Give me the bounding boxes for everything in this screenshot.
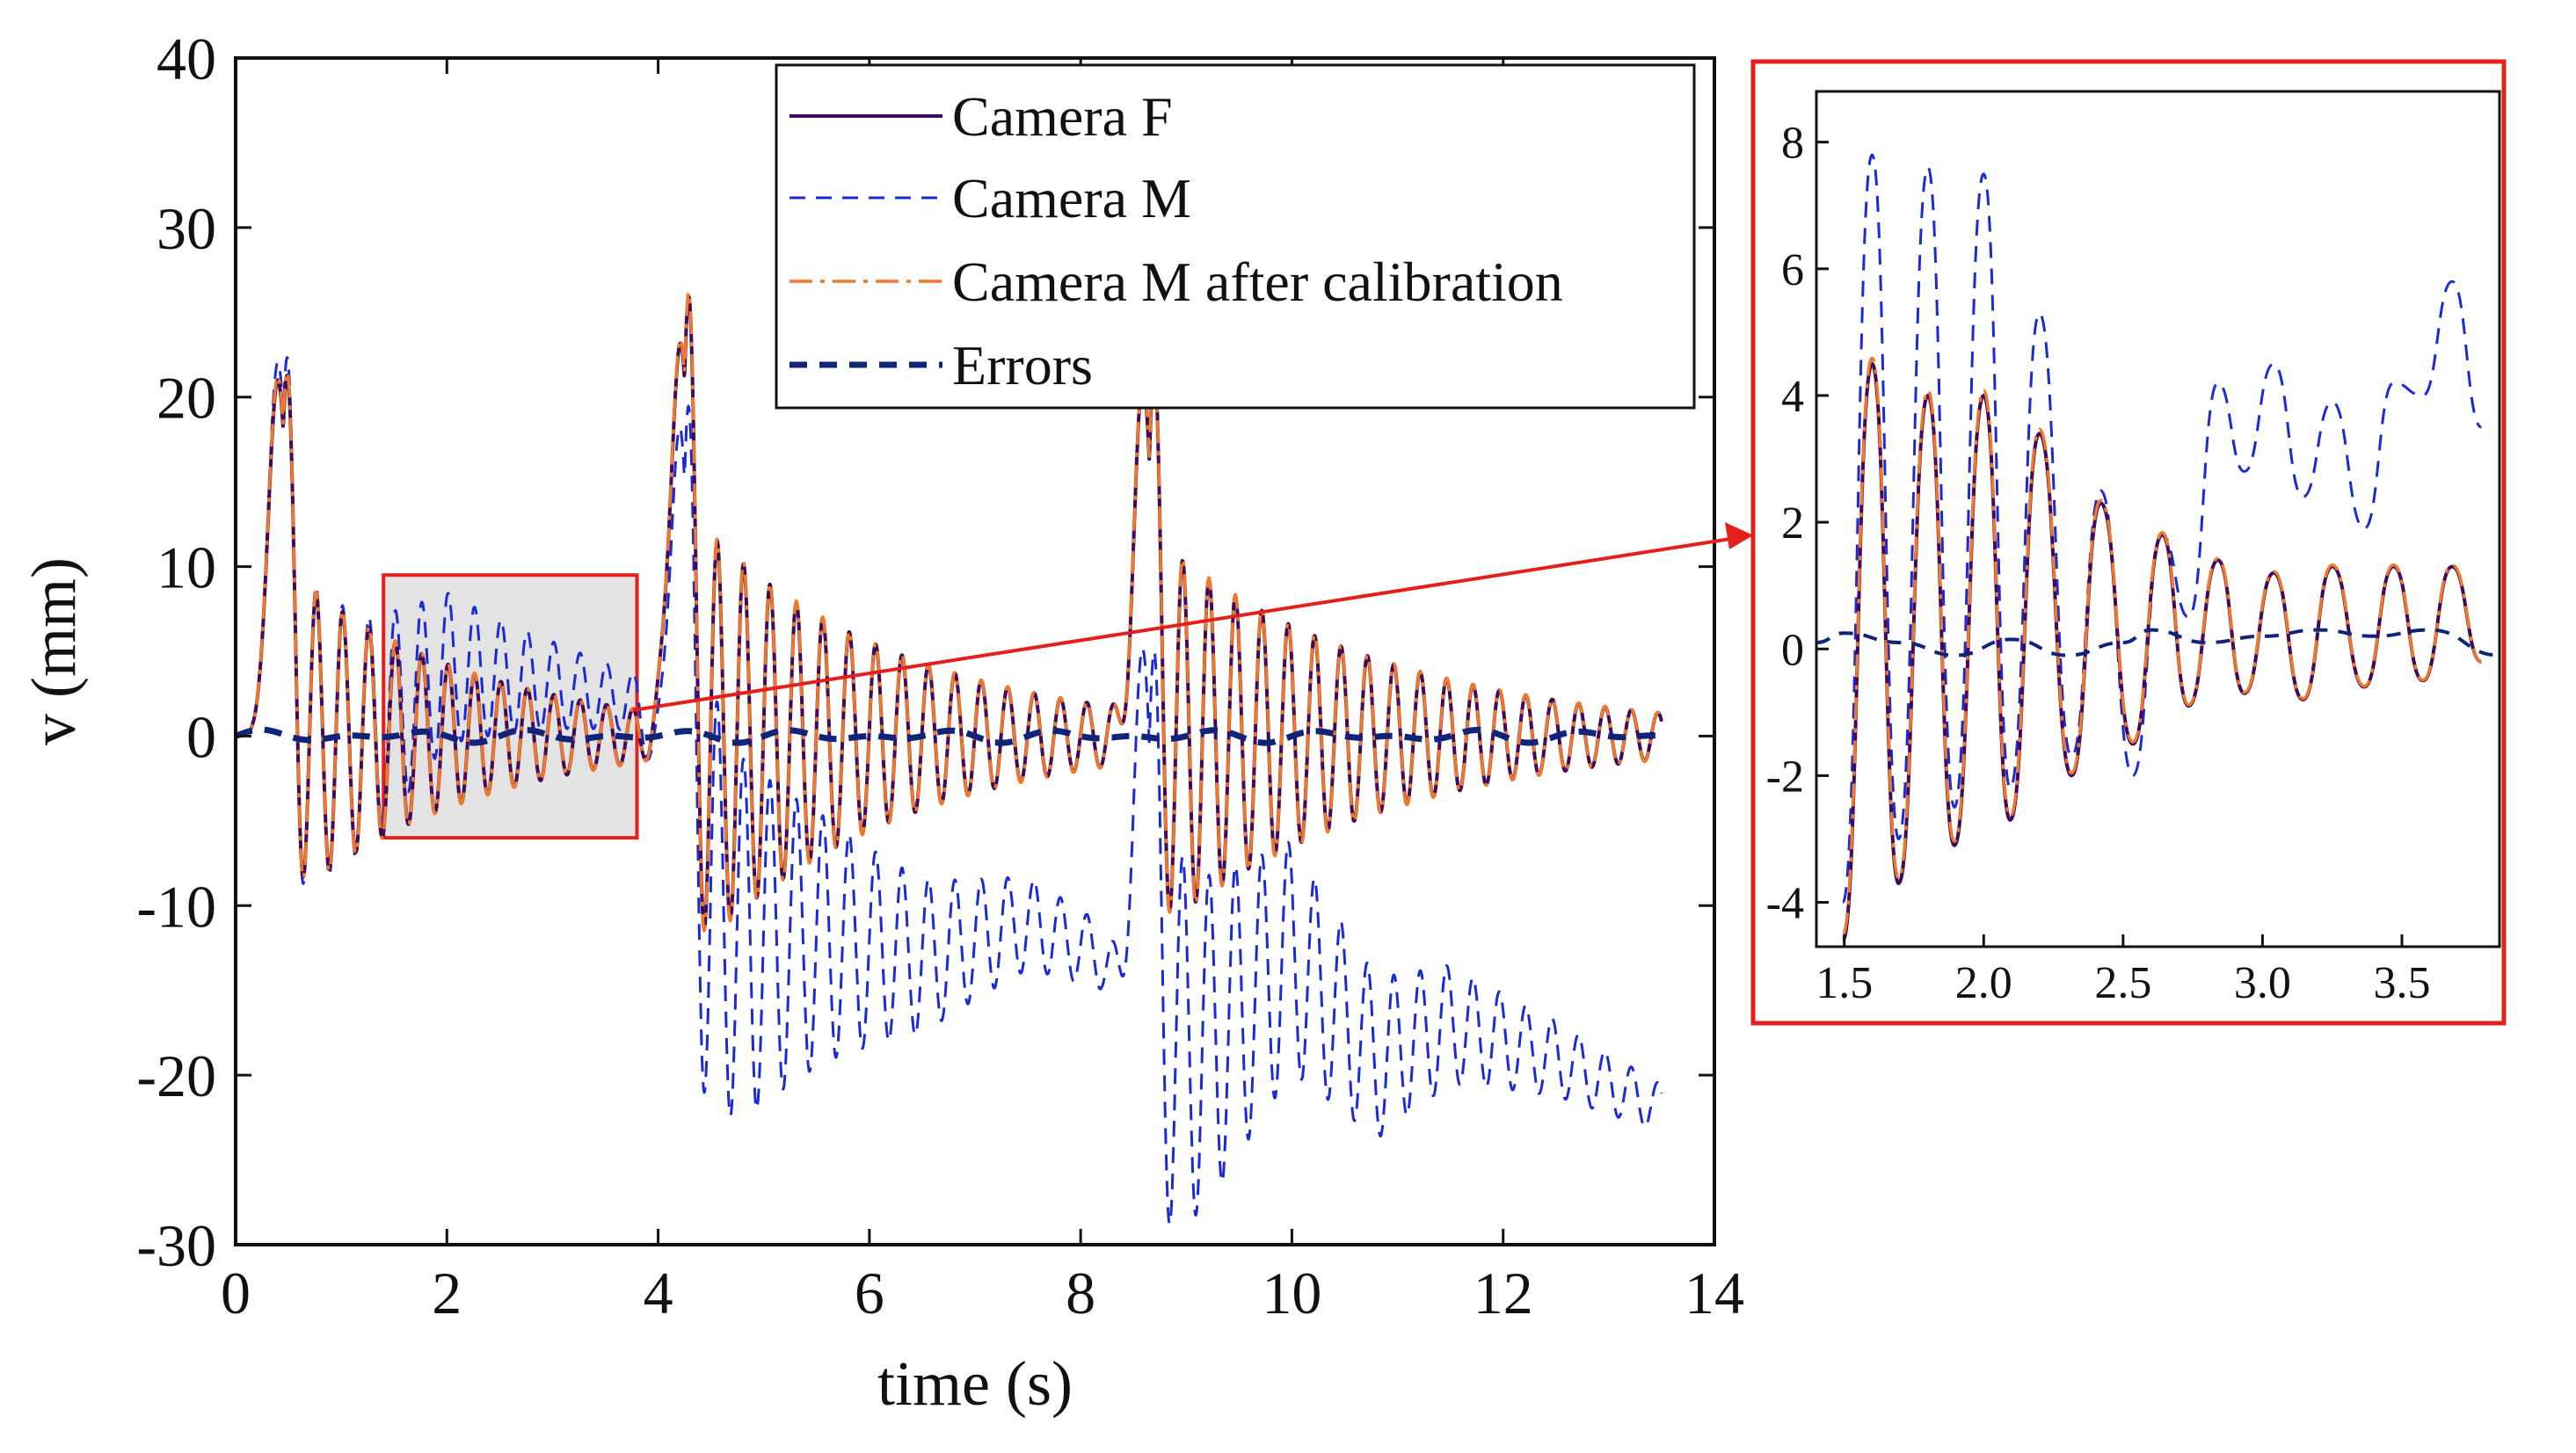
inset-series-group [1816,153,2500,942]
x-tick-label: 14 [1685,1260,1744,1326]
y-tick-label: 40 [156,25,216,92]
inset-series-camera-m [1841,153,2483,904]
inset-x-tick-label: 3.5 [2374,958,2431,1008]
series-errors [233,726,1664,746]
inset-plot-frame [1815,90,2501,948]
y-tick-label: 20 [156,365,216,432]
inset-y-tick-label: 0 [1781,625,1804,675]
main-ticks-group: 0 2 4 6 8 10 12 14 -30 -20 -10 0 10 20 30 40 [136,25,1744,1326]
x-tick-label: 8 [1066,1260,1095,1326]
legend: Camera F Camera M Camera M after calibra… [775,63,1696,410]
y-tick-label: -20 [136,1043,216,1109]
inset-chart: 1.5 2.0 2.5 3.0 3.5 -4 -2 0 2 4 6 8 [1750,59,2507,1026]
x-tick-label: 6 [855,1260,884,1326]
main-plot-frame [234,56,1716,1246]
zoom-connector-arrow [632,522,1753,712]
inset-y-tick-label: 8 [1781,119,1804,169]
inset-x-tick-label: 2.0 [1955,958,2012,1008]
y-tick-label: -30 [136,1212,216,1279]
inset-y-tick-label: -4 [1766,879,1804,929]
inset-ticks-group: 1.5 2.0 2.5 3.0 3.5 -4 -2 0 2 4 6 8 [1766,119,2431,1008]
x-tick-label: 12 [1474,1260,1533,1326]
legend-label-camera-f: Camera F [952,85,1173,148]
inset-y-tick-label: -2 [1766,752,1804,802]
inset-series-camera-m-calibrated [1841,356,2483,936]
inset-x-tick-label: 3.0 [2234,958,2291,1008]
legend-box [775,63,1696,410]
inset-series-errors [1816,628,2500,657]
x-tick-label: 4 [644,1260,673,1326]
y-tick-label: 30 [156,195,216,262]
x-tick-label: 2 [432,1260,462,1326]
inset-y-tick-label: 2 [1781,498,1804,549]
main-chart: 0 2 4 6 8 10 12 14 -30 -20 -10 0 10 20 30 40 time (s) v… [18,25,1744,1419]
y-tick-label: 0 [186,703,216,770]
legend-label-camera-m: Camera M [952,167,1191,229]
x-axis-title: time (s) [877,1348,1073,1419]
inset-outer-frame [1750,59,2507,1026]
y-tick-label: 10 [156,534,216,601]
y-axis-title: v (mm) [18,557,89,745]
series-camera-m [235,356,1663,1226]
main-series-group [233,290,1664,1226]
inset-x-tick-label: 1.5 [1816,958,1873,1008]
x-tick-label: 10 [1262,1260,1321,1326]
x-tick-label: 0 [221,1260,251,1326]
arrowhead [1725,522,1753,549]
legend-label-errors: Errors [952,334,1093,396]
legend-label-calibrated: Camera M after calibration [952,251,1563,313]
inset-y-tick-label: 4 [1781,372,1804,422]
inset-x-tick-label: 2.5 [2094,958,2151,1008]
inset-y-tick-label: 6 [1781,245,1804,295]
y-tick-label: -10 [136,873,216,940]
